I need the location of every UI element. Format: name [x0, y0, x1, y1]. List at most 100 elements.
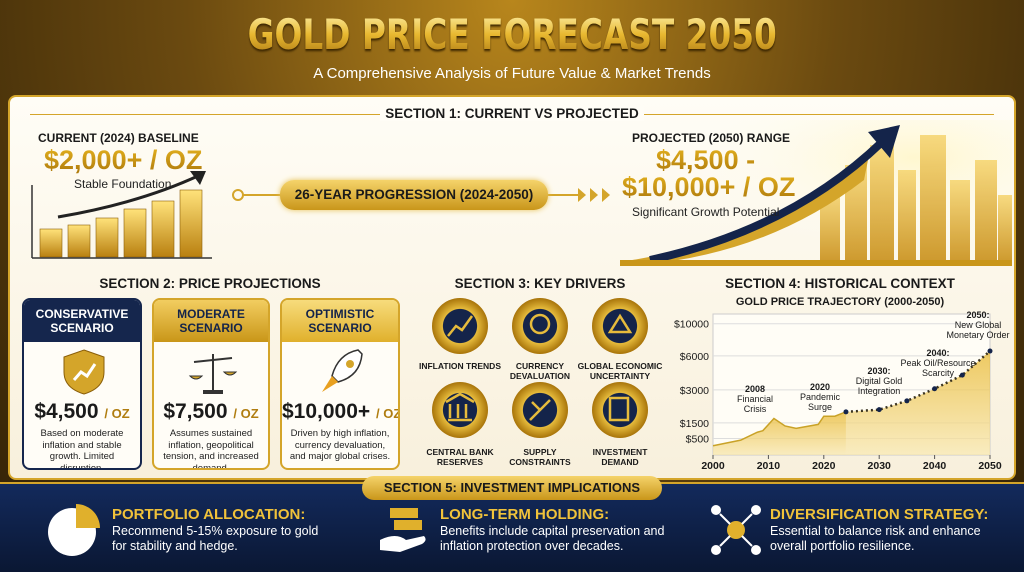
x-tick-label: 2020 — [812, 460, 836, 472]
section-heading: SECTION 4: HISTORICAL CONTEXT — [725, 276, 955, 291]
section-heading: SECTION 2: PRICE PROJECTIONS — [99, 276, 321, 291]
x-tick-label: 2030 — [868, 460, 892, 472]
annotation-line: Scarcity — [922, 368, 955, 378]
annotation-line: 2040: — [926, 348, 949, 358]
y-tick-label: $1500 — [680, 418, 709, 430]
section-heading: SECTION 1: CURRENT VS PROJECTED — [380, 106, 644, 121]
scenario-name: MODERATE SCENARIO — [154, 300, 268, 342]
annotation-line: Digital Gold — [856, 376, 903, 386]
network-icon — [711, 505, 761, 555]
x-tick-label: 2050 — [978, 460, 1002, 472]
unit: / OZ — [233, 406, 259, 421]
hand-icon — [380, 508, 426, 552]
y-tick-label: $500 — [686, 434, 710, 446]
annotation-line: 2030: — [867, 366, 890, 376]
scenario-description: Driven by high inflation, currency deval… — [289, 428, 391, 462]
current-label: CURRENT (2024) BASELINE — [38, 131, 199, 145]
progression-pill: 26-YEAR PROGRESSION (2024-2050) — [280, 180, 548, 210]
area — [713, 411, 846, 455]
unit: / OZ — [376, 406, 400, 421]
growth-icon — [31, 171, 212, 259]
implication-text: Essential to balance risk and enhance ov… — [770, 524, 981, 553]
annotation-line: 2020 — [810, 382, 830, 392]
y-tick-label: $10000 — [674, 319, 709, 331]
annotation-line: 2050: — [966, 310, 989, 320]
implication-title: LONG-TERM HOLDING: — [440, 506, 610, 523]
point — [843, 409, 849, 415]
point — [987, 348, 993, 354]
annotation: 2008 Financial Crisis — [737, 384, 773, 414]
annotation-line: Monetary Order — [946, 330, 1009, 340]
annotation-line: Peak Oil/Resource — [900, 358, 975, 368]
driver-label: CENTRAL BANK RESERVES — [426, 447, 494, 467]
price: $7,500 — [163, 400, 228, 423]
annotation-line: Integration — [858, 386, 901, 396]
history-chart: GOLD PRICE TRAJECTORY (2000-2050) $500 $15… — [674, 296, 1010, 472]
scenario-price: $4,500 / OZ — [24, 400, 140, 424]
title: GOLD PRICE FORECAST 2050 — [247, 10, 777, 59]
section-heading: SECTION 5: INVESTMENT IMPLICATIONS — [362, 476, 662, 500]
implication-text: Recommend 5-15% exposure to gold for sta… — [112, 524, 319, 553]
driver-label: INVESTMENT DEMAND — [592, 447, 648, 467]
line — [712, 411, 847, 447]
section-heading: SECTION 3: KEY DRIVERS — [454, 276, 626, 291]
price: $10,000+ — [282, 400, 371, 423]
progression-connector — [232, 188, 610, 202]
shield-icon — [63, 349, 105, 395]
annotation: 2040: Peak Oil/Resource Scarcity — [900, 348, 975, 378]
scale-icon — [188, 354, 238, 394]
annotation: 2030: Digital Gold Integration — [856, 366, 903, 396]
implication-text: Benefits include capital preservation an… — [440, 524, 665, 553]
implication-title: PORTFOLIO ALLOCATION: — [112, 506, 306, 523]
projected-value: $10,000+ / OZ — [622, 172, 796, 202]
unit: / OZ — [104, 406, 130, 421]
point — [932, 386, 938, 392]
implication: DIVERSIFICATION STRATEGY: Essential to ba… — [770, 506, 1010, 554]
x-tick-label: 2010 — [757, 460, 781, 472]
subtitle: A Comprehensive Analysis of Future Value… — [313, 65, 711, 82]
scenario-card: MODERATE SCENARIO $7,500 / OZ Assumes su… — [152, 298, 270, 470]
title-wrap: GOLD PRICE FORECAST 2050 — [0, 10, 1024, 59]
driver-label: SUPPLY CONSTRAINTS — [509, 447, 571, 467]
driver-label: INFLATION TRENDS — [418, 361, 501, 371]
implication: LONG-TERM HOLDING: Benefits include capit… — [440, 506, 670, 554]
y-tick-label: $3000 — [680, 385, 709, 397]
x-tick-label: 2000 — [701, 460, 725, 472]
annotation: 2020 Pandemic Surge — [800, 382, 841, 412]
driver-label: GLOBAL ECONOMIC UNCERTAINTY — [577, 361, 663, 381]
scenario-description: Based on moderate inflation and stable g… — [40, 428, 124, 470]
driver-label: CURRENCY DEVALUATION — [509, 361, 571, 381]
y-tick-label: $6000 — [680, 351, 709, 363]
projected-note: Significant Growth Potential — [632, 205, 780, 219]
projected-label: PROJECTED (2050) RANGE — [632, 131, 791, 145]
point — [959, 372, 965, 378]
price: $4,500 — [34, 400, 99, 423]
chart-title: GOLD PRICE TRAJECTORY (2000-2050) — [736, 296, 945, 308]
annotation-line: 2008 — [745, 384, 765, 394]
x-tick-label: 2040 — [923, 460, 947, 472]
implication: PORTFOLIO ALLOCATION: Recommend 5-15% exp… — [112, 506, 322, 554]
annotation-line: Financial — [737, 394, 773, 404]
implication-title: DIVERSIFICATION STRATEGY: — [770, 506, 989, 523]
point — [904, 398, 910, 404]
scenario-name: OPTIMISTIC SCENARIO — [282, 300, 398, 342]
pie-icon — [48, 504, 100, 556]
annotation-line: New Global — [955, 320, 1002, 330]
annotation-line: Crisis — [744, 404, 767, 414]
scenario-description: Assumes sustained inflation, geopolitica… — [163, 428, 259, 470]
current-note: Stable Foundation — [74, 177, 172, 191]
annotation-line: Surge — [808, 402, 832, 412]
driver-icons — [432, 298, 648, 438]
scenario-card: CONSERVATIVE SCENARIO $4,500 / OZ Based … — [22, 298, 142, 470]
area — [845, 351, 990, 455]
point — [876, 407, 882, 413]
projected-value: $4,500 - — [656, 145, 756, 175]
city-illustration — [620, 120, 1012, 270]
scenario-card: OPTIMISTIC SCENARIO $10,000+ / OZ Driven… — [280, 298, 400, 470]
scenario-name: CONSERVATIVE SCENARIO — [24, 300, 140, 342]
annotation-line: Pandemic — [800, 392, 841, 402]
scenario-price: $7,500 / OZ — [154, 400, 268, 424]
current-value: $2,000+ / OZ — [44, 145, 203, 175]
scenario-price: $10,000+ / OZ — [282, 400, 398, 424]
